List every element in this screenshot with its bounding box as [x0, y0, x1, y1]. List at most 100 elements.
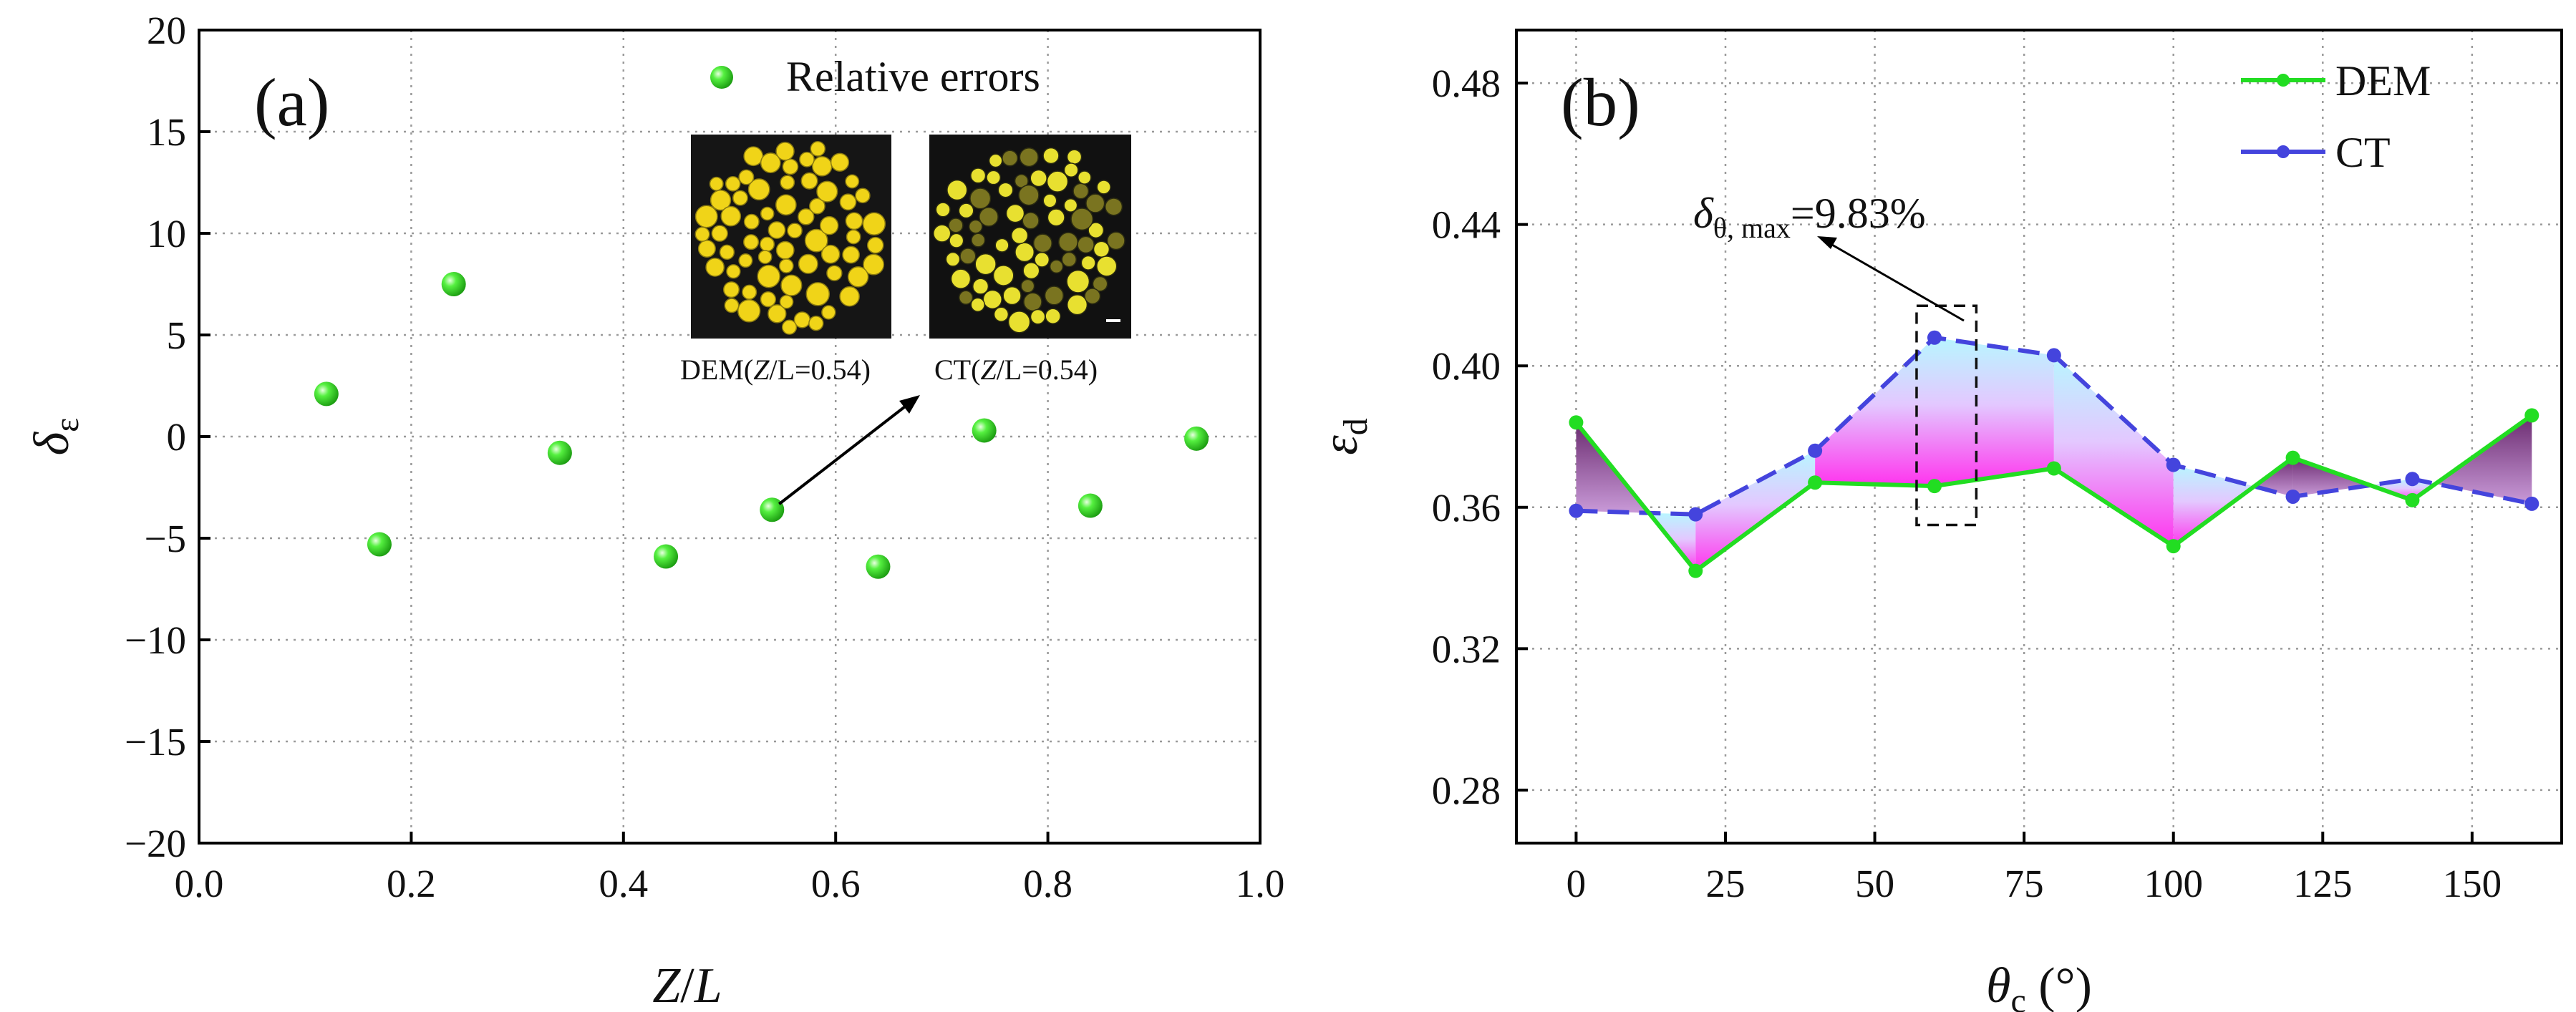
particle — [782, 158, 799, 175]
particle — [992, 265, 1015, 286]
legend-label-ct: CT — [2335, 129, 2391, 176]
particle — [778, 258, 794, 273]
panel-b-xlabel: θc (°) — [1986, 958, 2092, 1012]
particle — [959, 248, 977, 265]
particle — [970, 167, 987, 184]
particle — [808, 316, 824, 331]
particle — [798, 208, 815, 225]
y-tick-label: −20 — [125, 822, 186, 865]
data-point-ct — [2405, 472, 2420, 487]
particle — [969, 188, 992, 210]
particle — [1045, 308, 1061, 325]
y-tick-label: 0.36 — [1432, 486, 1501, 530]
particle — [800, 172, 818, 190]
y-tick-label: −5 — [144, 517, 186, 560]
particle — [997, 182, 1014, 198]
particle — [1047, 208, 1065, 227]
particle — [982, 289, 1002, 310]
particle — [799, 152, 815, 167]
fill-region — [2435, 415, 2532, 504]
y-tick-label: 0.28 — [1432, 769, 1501, 812]
particle — [933, 224, 952, 243]
legend-dem-marker-icon — [2277, 74, 2290, 87]
particle — [724, 298, 740, 313]
fill-region — [1935, 337, 2054, 487]
particle — [760, 152, 781, 173]
particle — [863, 253, 885, 276]
scale-bar — [1106, 319, 1120, 322]
data-point — [441, 272, 466, 296]
panel-b-ylabel: εd — [1313, 418, 1375, 455]
annotation-arrow — [778, 403, 909, 505]
data-point — [1078, 493, 1103, 518]
particle — [1092, 276, 1108, 292]
panel-b: 0.28 0.32 0.36 0.40 0.44 0.48 0 25 50 75 100 125 150… — [1313, 29, 2563, 1012]
x-tick-label: 0.2 — [387, 862, 436, 905]
particle — [950, 268, 972, 289]
particle — [760, 291, 777, 308]
particle — [1106, 231, 1125, 250]
particle — [972, 278, 989, 295]
data-point-dem — [2285, 450, 2300, 465]
panel-a: 20 15 10 5 0 −5 −10 −15 −200.0 0.2 0.4 0.6 0.8 1.0 (a… — [24, 9, 1284, 1012]
particle — [1020, 278, 1035, 293]
particle — [738, 253, 753, 268]
data-point-dem — [2524, 408, 2539, 423]
fill-region — [1815, 337, 1935, 487]
data-point-dem — [1808, 475, 1823, 490]
particle — [821, 305, 836, 320]
particle — [946, 179, 968, 201]
particle — [779, 294, 794, 309]
data-point — [654, 544, 679, 569]
particle — [970, 297, 985, 313]
legend-ct-marker-icon — [2277, 145, 2290, 158]
particle — [768, 304, 787, 323]
data-point-ct — [1808, 443, 1823, 458]
legend-label-relative-errors: Relative errors — [786, 53, 1040, 100]
particle — [743, 213, 760, 230]
data-point-dem — [1569, 415, 1584, 430]
particle — [726, 264, 741, 279]
particle — [1023, 292, 1042, 312]
particle — [1088, 222, 1105, 239]
data-point-ct — [1569, 503, 1584, 518]
data-point-ct — [1927, 330, 1942, 345]
particle — [945, 251, 961, 267]
panel-b-grid — [1516, 30, 2562, 843]
data-point-dem — [2046, 461, 2061, 476]
particle — [816, 180, 838, 203]
y-tick-label: 0.40 — [1432, 344, 1501, 388]
particle — [1002, 286, 1022, 306]
y-tick-label: 10 — [147, 212, 186, 256]
particle — [711, 225, 728, 242]
panel-b-frame — [1515, 29, 2563, 845]
particle — [820, 244, 841, 264]
particle — [1085, 193, 1105, 213]
particle — [709, 176, 724, 191]
x-tick-label: 1.0 — [1236, 862, 1285, 905]
inset-ct-image — [929, 135, 1131, 339]
legend-marker-icon — [710, 66, 733, 89]
particle — [1005, 203, 1025, 223]
panel-b-series — [1569, 330, 2539, 578]
particle — [1058, 232, 1079, 253]
particle — [1018, 184, 1040, 206]
y-tick-label: −15 — [125, 720, 186, 764]
particle — [775, 240, 795, 260]
particle — [775, 194, 797, 216]
particle — [867, 236, 884, 254]
particle — [839, 286, 860, 307]
particle — [697, 240, 716, 258]
data-point — [1184, 426, 1209, 451]
particle — [1096, 180, 1111, 195]
y-tick-label: 0.32 — [1432, 627, 1501, 671]
particle — [737, 299, 761, 323]
annotation-arrow-b — [1826, 240, 1965, 322]
data-point — [314, 381, 339, 407]
particle — [994, 238, 1009, 253]
x-tick-label: 150 — [2443, 862, 2502, 905]
particle — [993, 306, 1009, 322]
particle — [1030, 308, 1046, 325]
particle — [1072, 183, 1090, 200]
